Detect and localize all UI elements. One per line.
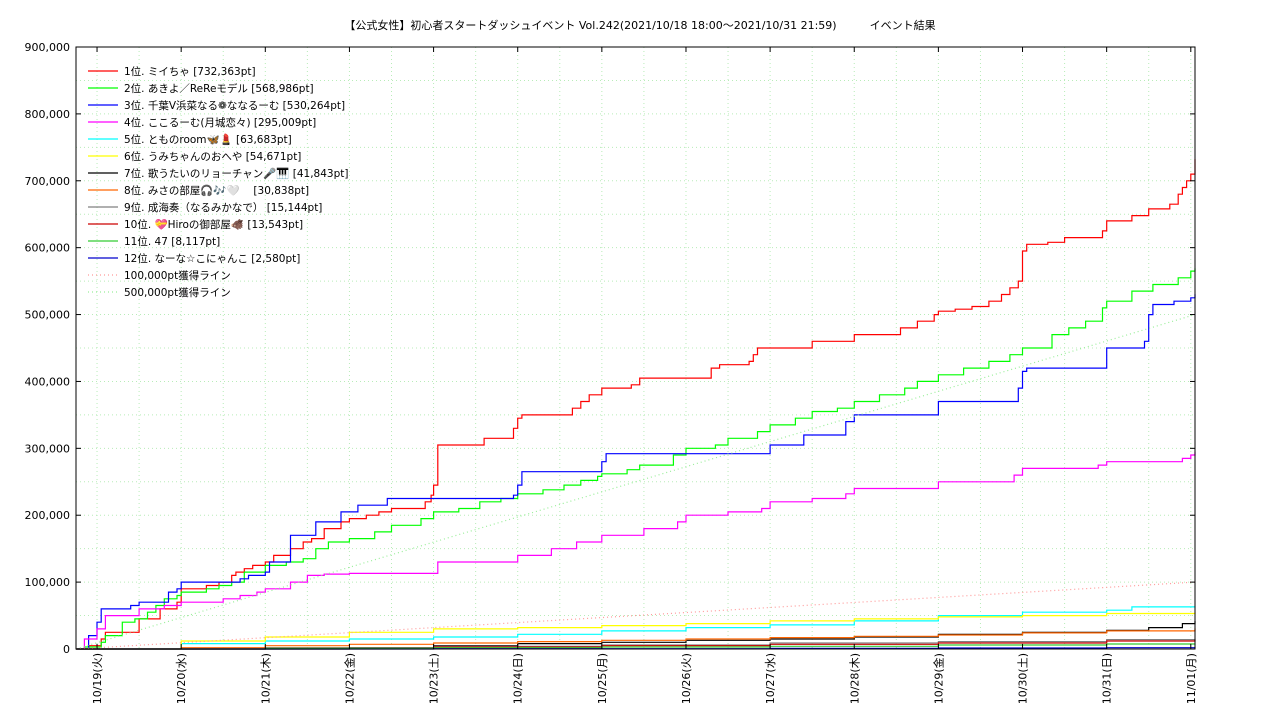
y-tick-label: 600,000: [25, 242, 71, 255]
x-tick-label: 10/24(日): [512, 653, 525, 704]
legend: 1位. ミイちゃ [732,363pt] 2位. あきよ／ReReモデル [568…: [88, 65, 348, 299]
legend-entry: 4位. ここるーむ(月城恋々) [295,009pt]: [124, 116, 316, 129]
axes: 0 100,000 200,000 300,000 400,000 500,000 600,…: [25, 41, 1198, 704]
x-tick-label: 10/21(木): [259, 653, 272, 704]
legend-entry: 100,000pt獲得ライン: [124, 269, 231, 282]
x-tick-label: 10/25(月): [596, 653, 609, 704]
legend-entry: 12位. なーな☆こにゃんこ [2,580pt]: [124, 252, 300, 265]
y-tick-label: 300,000: [25, 442, 71, 455]
legend-entry: 6位. うみちゃんのおへや [54,671pt]: [124, 150, 301, 163]
grid: [76, 47, 1195, 649]
x-tick-label: 10/19(火): [91, 653, 104, 704]
series-line: [76, 268, 1196, 650]
y-tick-label: 800,000: [25, 108, 71, 121]
x-tick-label: 11/01(月): [1185, 653, 1198, 704]
y-tick-label: 200,000: [25, 509, 71, 522]
series-line: [76, 451, 1196, 650]
series-line: [76, 606, 1196, 650]
legend-entry: 1位. ミイちゃ [732,363pt]: [124, 65, 256, 78]
x-tick-label: 10/31(日): [1101, 653, 1114, 704]
y-tick-label: 900,000: [25, 41, 71, 54]
series-line: [75, 581, 1196, 650]
series-line: [75, 314, 1196, 650]
y-tick-label: 100,000: [25, 576, 71, 589]
series-lines: [75, 159, 1196, 650]
chart-title: 【公式女性】初心者スタートダッシュイベント Vol.242(2021/10/18…: [344, 19, 936, 32]
plot-frame: [75, 46, 1196, 650]
series-line: [76, 612, 1196, 650]
legend-entry: 5位. とものroom🦋💄 [63,683pt]: [124, 133, 292, 146]
y-tick-label: 0: [63, 643, 70, 656]
x-tick-label: 10/23(土): [428, 653, 441, 704]
y-tick-label: 700,000: [25, 175, 71, 188]
legend-entry: 3位. 千葉V浜菜なる❁ななるーむ [530,264pt]: [124, 99, 345, 112]
legend-entry: 9位. 成海奏（なるみかなで） [15,144pt]: [124, 201, 322, 214]
x-tick-label: 10/30(土): [1017, 653, 1030, 704]
x-tick-label: 10/29(金): [931, 653, 945, 704]
x-tick-label: 10/28(木): [848, 653, 861, 704]
legend-entry: 8位. みさの部屋🎧🎶🤍 [30,838pt]: [124, 184, 309, 197]
series-line: [76, 294, 1196, 650]
legend-entry: 11位. 47 [8,117pt]: [124, 235, 220, 248]
x-tick-label: 10/27(水): [764, 653, 777, 704]
y-tick-label: 400,000: [25, 375, 71, 388]
x-tick-label: 10/26(火): [680, 653, 693, 704]
legend-entry: 10位. 💝Hiroの御部屋🐗 [13,543pt]: [124, 218, 303, 231]
legend-entry: 7位. 歌うたいのリョーチャン🎤🎹 [41,843pt]: [124, 167, 348, 180]
y-tick-label: 500,000: [25, 309, 71, 322]
legend-entry: 500,000pt獲得ライン: [124, 286, 231, 299]
series-line: [76, 628, 1196, 650]
x-tick-label: 10/22(金): [342, 653, 356, 704]
x-tick-label: 10/20(水): [175, 653, 188, 704]
legend-entry: 2位. あきよ／ReReモデル [568,986pt]: [124, 82, 314, 95]
